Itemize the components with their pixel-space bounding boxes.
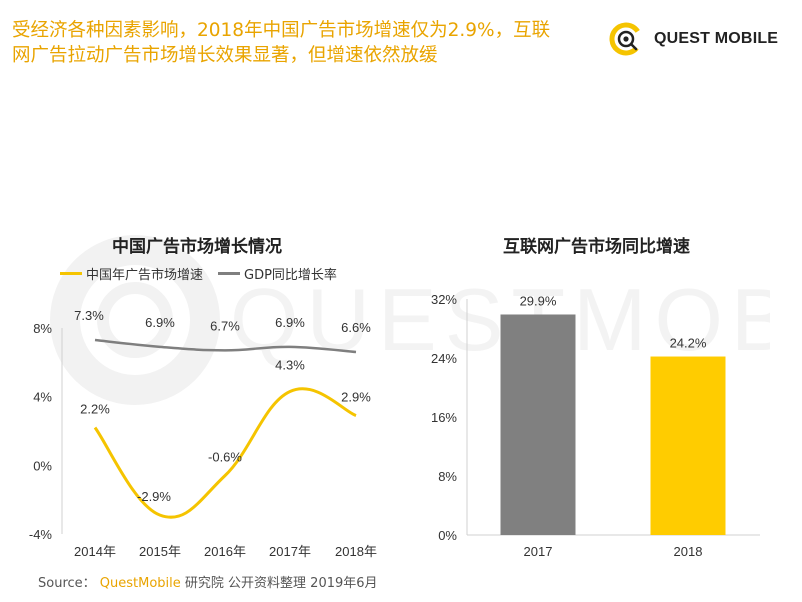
line-chart-x-tick: 2014年 (74, 544, 116, 559)
bar-data-label: 29.9% (520, 293, 557, 308)
line-chart-y-tick: -4% (29, 527, 53, 542)
line-chart-y-tick: 8% (33, 321, 52, 336)
line-chart-title: 中国广告市场增长情况 (112, 237, 282, 257)
legend-label-ad-growth: 中国年广告市场增速 (86, 268, 204, 283)
line-chart-y-tick: 4% (33, 390, 52, 405)
bar-2018 (650, 356, 726, 535)
source-note: Source： QuestMobile 研究院 公开资料整理 2019年6月 (38, 572, 378, 591)
bar-chart-y-tick: 24% (431, 351, 457, 366)
logo-icon (609, 22, 643, 56)
line-chart-x-tick: 2017年 (269, 544, 311, 559)
source-prefix: Source： (38, 576, 96, 591)
ad-growth-data-label: -2.9% (137, 489, 171, 504)
page-title: 受经济各种因素影响，2018年中国广告市场增速仅为2.9%，互联 网广告拉动广告… (12, 18, 612, 68)
bar-chart-title: 互联网广告市场同比增速 (503, 237, 690, 257)
gdp-data-label: 6.9% (145, 315, 175, 330)
gdp-data-label: 6.6% (341, 320, 371, 335)
line-chart-x-tick: 2015年 (139, 544, 181, 559)
bar-chart-y-tick: 16% (431, 410, 457, 425)
source-rest: 研究院 公开资料整理 2019年6月 (184, 576, 378, 591)
legend-label-gdp: GDP同比增长率 (244, 268, 337, 283)
gdp-data-label: 7.3% (74, 308, 104, 323)
bar-chart-y-tick: 0% (438, 528, 457, 543)
source-brand: QuestMobile (99, 576, 181, 591)
bar-2017 (500, 314, 576, 535)
gdp-data-label: 6.9% (275, 315, 305, 330)
title-line-1: 受经济各种因素影响，2018年中国广告市场增速仅为2.9%，互联 (12, 20, 551, 41)
title-line-2: 网广告拉动广告市场增长效果显著，但增速依然放缓 (12, 45, 438, 66)
bar-chart-y-tick: 32% (431, 292, 457, 307)
ad-growth-data-label: 4.3% (275, 358, 305, 373)
bar-chart-x-tick: 2017 (524, 544, 553, 559)
ad-growth-data-label: 2.9% (341, 390, 371, 405)
legend-swatch-ad-growth (60, 272, 82, 275)
gdp-data-label: 6.7% (210, 318, 240, 333)
questmobile-logo: QUEST MOBILE (606, 18, 796, 60)
line-chart-y-tick: 0% (33, 458, 52, 473)
line-chart-x-tick: 2018年 (335, 544, 377, 559)
ad-growth-data-label: 2.2% (80, 402, 110, 417)
line-chart-x-tick: 2016年 (204, 544, 246, 559)
bar-chart-y-tick: 8% (438, 469, 457, 484)
bar-data-label: 24.2% (670, 336, 707, 351)
legend-swatch-gdp (218, 272, 240, 275)
bar-chart-x-tick: 2018 (674, 544, 703, 559)
logo-text: QUEST MOBILE (654, 30, 779, 47)
ad-growth-data-label: -0.6% (208, 450, 242, 465)
